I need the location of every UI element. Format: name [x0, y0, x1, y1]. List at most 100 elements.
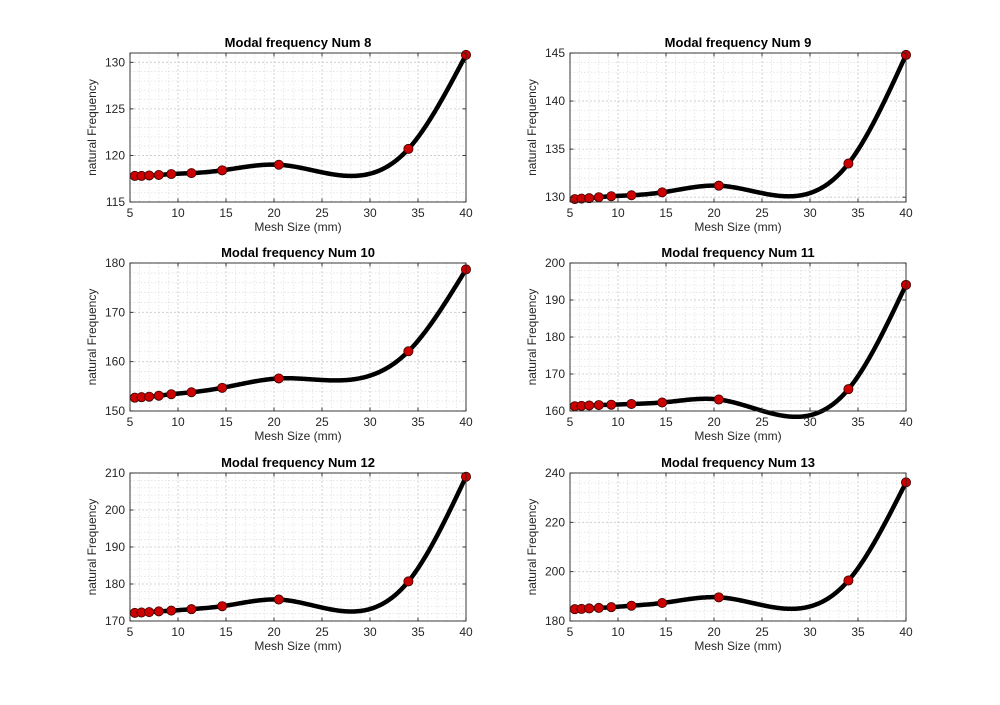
- y-tick-label: 120: [105, 148, 125, 162]
- y-tick-label: 125: [105, 102, 125, 116]
- x-tick-label: 25: [315, 415, 329, 429]
- x-tick-label: 20: [267, 415, 281, 429]
- y-tick-label: 135: [545, 142, 565, 156]
- plot-area: [570, 53, 906, 202]
- x-tick-label: 15: [219, 415, 233, 429]
- x-tick-label: 30: [803, 415, 817, 429]
- data-point: [153, 169, 164, 180]
- x-tick-label: 5: [127, 625, 134, 639]
- x-tick-label: 30: [803, 625, 817, 639]
- y-tick-label: 190: [105, 540, 125, 554]
- x-axis-label: Mesh Size (mm): [694, 429, 781, 443]
- minor-grid: [570, 53, 906, 202]
- y-tick-label: 190: [545, 293, 565, 307]
- x-tick-label: 15: [659, 415, 673, 429]
- subplot-5: 5 10 15 20 25 30 35 40 170 180 190 200 210 Modal freq…: [85, 455, 473, 653]
- data-point: [153, 390, 164, 401]
- y-tick-label: 160: [105, 355, 125, 369]
- data-point: [657, 187, 668, 198]
- data-point: [843, 384, 854, 395]
- y-tick-label: 210: [105, 466, 125, 480]
- plot-area: [570, 473, 906, 621]
- data-point: [584, 603, 595, 614]
- x-tick-label: 30: [363, 206, 377, 220]
- x-tick-label: 10: [171, 625, 185, 639]
- x-tick-label: 40: [899, 625, 913, 639]
- chart-title: Modal frequency Num 13: [661, 455, 815, 470]
- plot-area: [130, 263, 466, 411]
- minor-grid: [130, 52, 466, 202]
- y-tick-label: 200: [545, 256, 565, 270]
- y-tick-label: 130: [545, 190, 565, 204]
- chart-title: Modal frequency Num 10: [221, 245, 375, 260]
- chart-title: Modal frequency Num 8: [225, 35, 372, 50]
- x-tick-label: 25: [755, 415, 769, 429]
- x-tick-label: 35: [851, 625, 865, 639]
- x-axis-label: Mesh Size (mm): [254, 639, 341, 653]
- y-tick-label: 180: [105, 256, 125, 270]
- y-axis-label: natural Frequency: [525, 289, 539, 386]
- data-point: [606, 602, 617, 613]
- data-point: [657, 397, 668, 408]
- y-tick-label: 145: [545, 46, 565, 60]
- x-tick-label: 30: [363, 415, 377, 429]
- x-tick-label: 10: [171, 206, 185, 220]
- x-axis-label: Mesh Size (mm): [694, 220, 781, 234]
- y-axis-label: natural Frequency: [85, 79, 99, 176]
- y-tick-label: 180: [545, 330, 565, 344]
- x-tick-label: 35: [851, 415, 865, 429]
- chart-title: Modal frequency Num 9: [665, 35, 812, 50]
- y-tick-label: 140: [545, 94, 565, 108]
- data-point: [713, 180, 724, 191]
- x-tick-label: 40: [459, 625, 473, 639]
- y-tick-label: 115: [106, 195, 125, 209]
- y-axis-label: natural Frequency: [525, 499, 539, 596]
- data-point: [186, 168, 197, 179]
- x-tick-label: 30: [803, 206, 817, 220]
- data-point: [606, 399, 617, 410]
- axes-box: [129, 52, 467, 203]
- data-point: [593, 400, 604, 411]
- y-tick-label: 200: [545, 565, 565, 579]
- x-tick-label: 20: [267, 625, 281, 639]
- axes-box: [569, 472, 907, 622]
- subplot-1: 5 10 15 20 25 30 35 40 115 120 125 130 Modal frequen…: [85, 35, 473, 234]
- data-point: [217, 382, 228, 393]
- data-point: [217, 165, 228, 176]
- data-point: [166, 389, 177, 400]
- data-point: [186, 604, 197, 615]
- y-tick-label: 130: [105, 55, 125, 69]
- data-point: [626, 190, 637, 201]
- data-point: [144, 391, 155, 402]
- x-tick-label: 15: [219, 206, 233, 220]
- data-point: [144, 170, 155, 181]
- x-tick-label: 5: [567, 415, 574, 429]
- data-point: [626, 398, 637, 409]
- x-tick-label: 5: [127, 415, 134, 429]
- y-axis-label: natural Frequency: [85, 499, 99, 596]
- data-point: [713, 592, 724, 603]
- data-point: [584, 400, 595, 411]
- x-tick-label: 30: [363, 625, 377, 639]
- data-point: [584, 193, 595, 204]
- subplot-4: 5 10 15 20 25 30 35 40 160 170 180 190 200 Modal freq…: [525, 245, 913, 443]
- data-point: [153, 606, 164, 617]
- data-point: [403, 346, 414, 357]
- x-tick-label: 25: [315, 206, 329, 220]
- data-point: [273, 373, 284, 384]
- x-tick-label: 20: [707, 415, 721, 429]
- y-tick-label: 220: [545, 515, 565, 529]
- minor-grid: [570, 263, 906, 411]
- data-point: [166, 169, 177, 180]
- x-axis-label: Mesh Size (mm): [254, 220, 341, 234]
- data-point: [217, 601, 228, 612]
- y-tick-label: 170: [105, 305, 125, 319]
- x-tick-label: 35: [411, 625, 425, 639]
- minor-grid: [570, 473, 906, 621]
- x-tick-label: 20: [267, 206, 281, 220]
- x-tick-label: 10: [611, 206, 625, 220]
- data-point: [713, 394, 724, 405]
- x-tick-label: 10: [171, 415, 185, 429]
- x-tick-label: 15: [219, 625, 233, 639]
